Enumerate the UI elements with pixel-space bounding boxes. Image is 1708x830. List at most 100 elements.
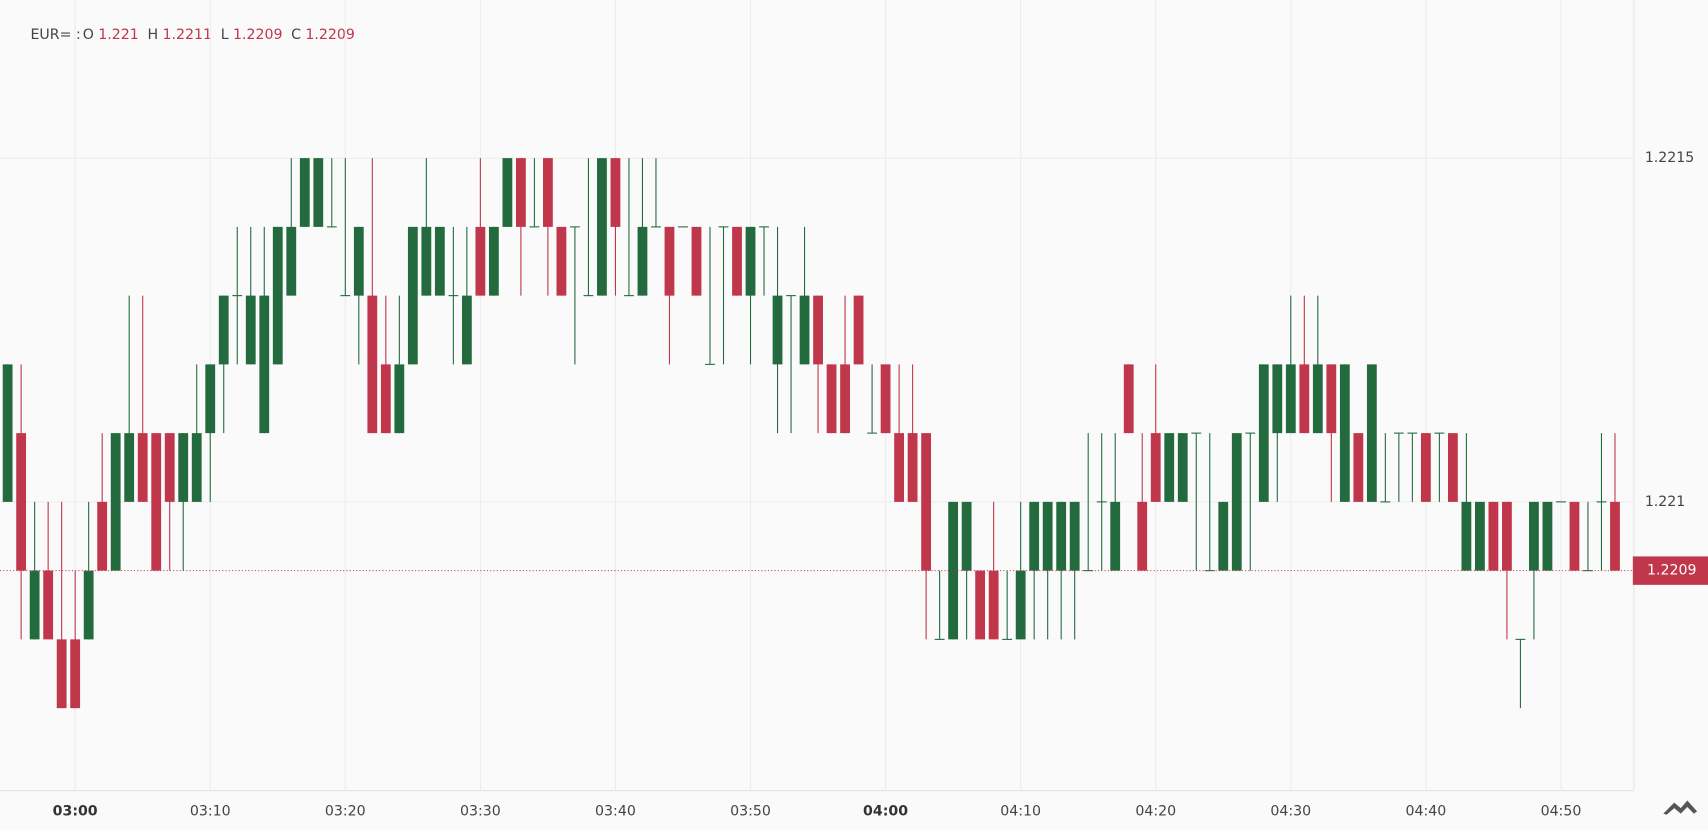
candle-body <box>894 433 904 502</box>
candle-body <box>1515 638 1526 640</box>
candle-body <box>691 226 702 296</box>
candle-body <box>651 226 661 228</box>
candle-body <box>367 295 378 434</box>
candle-body <box>664 226 675 296</box>
candle-body <box>786 295 796 297</box>
candle-body <box>907 433 918 502</box>
candle-body <box>1312 364 1323 434</box>
candle-body <box>1258 364 1269 502</box>
candle-body <box>29 570 40 640</box>
candle-body <box>1056 501 1067 571</box>
candle-body <box>178 433 189 502</box>
candle-body <box>326 226 337 228</box>
candle-body <box>961 501 972 571</box>
candle-body <box>1434 432 1445 434</box>
candle-body <box>759 226 769 228</box>
candle-body <box>1339 364 1350 502</box>
x-tick-label: 04:00 <box>863 803 908 819</box>
candle-body <box>56 639 67 709</box>
candle-body <box>1137 501 1148 571</box>
x-tick-label: 04:50 <box>1541 803 1582 819</box>
logo[interactable] <box>1663 800 1698 815</box>
candle-body <box>556 226 567 296</box>
candle-body <box>1069 501 1080 571</box>
candle-body <box>1299 364 1310 434</box>
candle-body <box>1583 570 1593 572</box>
candle-body <box>1326 364 1337 434</box>
candle-body <box>948 501 959 640</box>
candle-body <box>1366 364 1377 502</box>
candle-body <box>1042 501 1053 571</box>
candle-body <box>475 226 486 296</box>
candle-body <box>502 158 513 227</box>
x-tick-label: 03:20 <box>325 803 366 819</box>
x-tick-label: 03:40 <box>595 803 636 819</box>
candle-body <box>813 295 823 365</box>
candle-body <box>259 295 270 434</box>
x-tick-label: 03:10 <box>190 803 231 819</box>
last-price-tag <box>1632 556 1708 585</box>
candle-body <box>2 364 13 502</box>
ohlc-value: 1.2209 <box>233 27 282 43</box>
candle-body <box>880 364 891 434</box>
candle-body <box>1447 433 1458 502</box>
candle-body <box>299 158 310 227</box>
x-tick-label: 04:30 <box>1270 803 1311 819</box>
candle-body <box>515 158 526 227</box>
candle-body <box>340 295 351 297</box>
candle-body <box>313 158 324 227</box>
candle-body <box>1569 501 1580 571</box>
candle-body <box>407 226 418 365</box>
candle-body <box>705 363 715 365</box>
last-price-label: 1.2209 <box>1647 563 1696 579</box>
candle-body <box>137 433 148 502</box>
ohlc-label: H <box>147 27 158 43</box>
candle-body <box>380 364 391 434</box>
candle-body <box>772 295 783 365</box>
candle-body <box>867 432 877 434</box>
ohlc-value: 1.2209 <box>305 27 354 43</box>
candle-body <box>1285 364 1296 434</box>
candle-body <box>1002 638 1013 640</box>
candle-body <box>570 226 580 228</box>
candle-body <box>110 433 121 571</box>
candle-body <box>461 295 472 365</box>
candle-body <box>921 433 932 571</box>
candle-body <box>97 501 108 571</box>
candle-body <box>529 226 540 228</box>
candle-body <box>353 226 364 296</box>
candle-body <box>232 295 243 297</box>
x-tick-label: 03:30 <box>460 803 501 819</box>
candle-body <box>1610 501 1620 571</box>
candle-body <box>421 226 432 296</box>
candle-body <box>1029 501 1040 571</box>
ohlc-value: 1.2211 <box>162 27 211 43</box>
candle-body <box>164 433 175 502</box>
x-tick-label: 03:50 <box>730 803 771 819</box>
candle-body <box>1596 501 1607 503</box>
candle-body <box>988 570 999 640</box>
ohlc-label: O <box>83 27 94 43</box>
candle-body <box>1461 501 1472 571</box>
candle-body <box>1150 433 1161 502</box>
ohlc-label: L <box>221 27 229 43</box>
candle-body <box>1542 501 1553 571</box>
y-tick-label: 1.2215 <box>1645 150 1694 166</box>
candle-body <box>151 433 162 571</box>
candle-body <box>1529 501 1539 571</box>
x-tick-label: 04:40 <box>1405 803 1446 819</box>
candle-body <box>245 295 256 365</box>
candle-body <box>70 639 81 709</box>
x-tick-label: 04:10 <box>1000 803 1041 819</box>
candle-body <box>597 158 607 296</box>
candle-body <box>1164 433 1175 502</box>
candle-body <box>745 226 756 296</box>
x-tick-label: 04:20 <box>1135 803 1176 819</box>
candle-body <box>853 295 864 365</box>
candle-body <box>732 226 742 296</box>
candle-body <box>272 226 283 365</box>
candle-body <box>124 433 135 502</box>
candle-body <box>1407 432 1418 434</box>
ohlc-label: C <box>291 27 301 43</box>
candle-body <box>1218 501 1229 571</box>
